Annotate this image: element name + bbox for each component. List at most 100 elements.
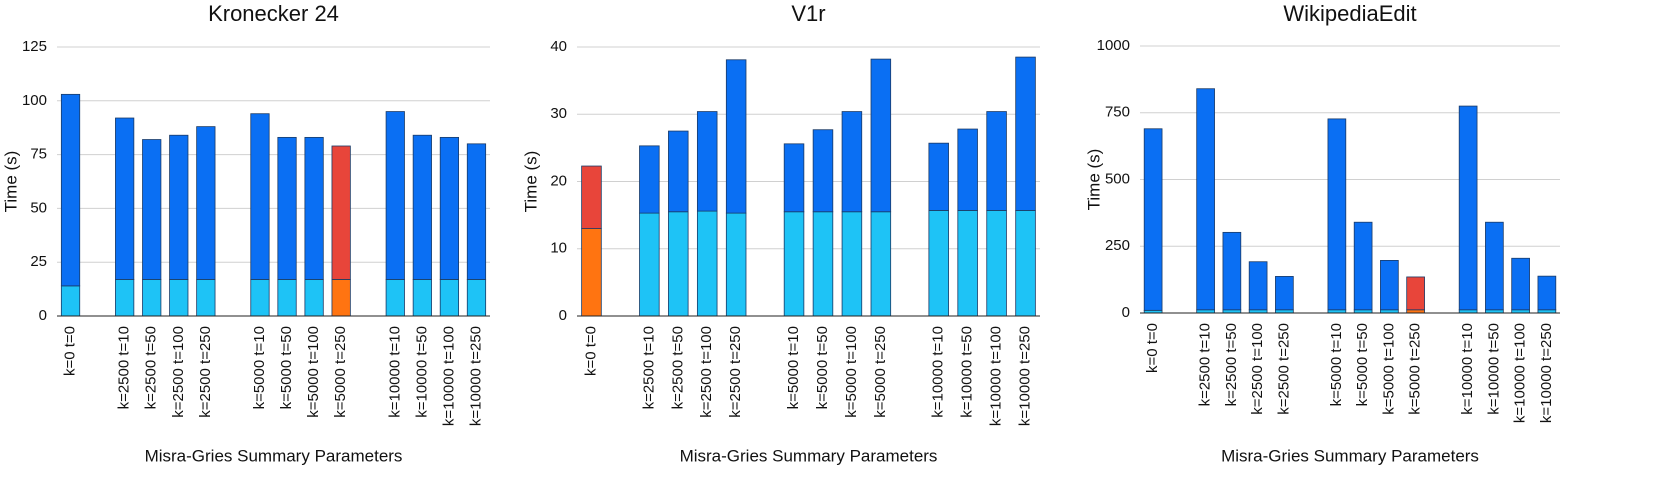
bar-segment [439, 279, 460, 317]
x-tick-label: k=2500 t=50 [669, 326, 686, 409]
x-tick-label: k=2500 t=50 [1223, 323, 1240, 406]
x-tick-label: k=0 t=0 [582, 326, 599, 376]
bar-segment [60, 285, 81, 317]
bar-segment [142, 139, 162, 280]
bar-segment [696, 210, 718, 317]
bar-segment [783, 211, 805, 317]
x-tick-label: k=5000 t=50 [278, 326, 295, 409]
x-axis-label: Misra-Gries Summary Parameters [1221, 446, 1479, 465]
bar-segment [986, 210, 1007, 317]
bar-segment [1353, 221, 1373, 311]
bar-segment [277, 136, 297, 280]
bar-segment [928, 210, 949, 317]
bar-segment [1275, 276, 1294, 311]
bar-segment [870, 58, 892, 213]
y-tick-label: 40 [550, 38, 567, 55]
y-tick-label: 1000 [1097, 37, 1130, 54]
x-tick-label: k=2500 t=250 [727, 326, 744, 418]
bar-segment [385, 111, 405, 280]
y-tick-label: 750 [1105, 104, 1130, 121]
y-tick-label: 0 [559, 307, 567, 324]
bar-segment [331, 279, 351, 317]
x-tick-label: k=5000 t=50 [1354, 323, 1371, 406]
bar-segment [1327, 118, 1347, 311]
y-axis-label: Time (s) [1084, 149, 1103, 211]
bar-segment [142, 279, 162, 317]
bar-segment [668, 130, 689, 213]
bar-segment [304, 136, 324, 280]
x-axis-label: Misra-Gries Summary Parameters [145, 446, 403, 465]
bar-segment [439, 136, 460, 280]
bar-segment [115, 279, 135, 317]
x-axis-label: Misra-Gries Summary Parameters [680, 446, 938, 465]
bar-segment [986, 111, 1007, 211]
x-tick-label: k=2500 t=50 [143, 326, 160, 409]
x-tick-label: k=5000 t=250 [872, 326, 889, 418]
bar-segment [1196, 88, 1215, 311]
x-tick-label: k=10000 t=250 [1017, 326, 1034, 426]
x-tick-label: k=0 t=0 [62, 326, 79, 376]
x-tick-label: k=10000 t=10 [930, 326, 947, 418]
bar-segment [412, 134, 432, 280]
x-tick-label: k=5000 t=250 [332, 326, 349, 418]
x-tick-label: k=5000 t=100 [1380, 323, 1397, 415]
x-tick-label: k=2500 t=250 [197, 326, 214, 418]
x-tick-label: k=0 t=0 [1144, 323, 1161, 373]
chart-title: Kronecker 24 [208, 1, 339, 26]
bar-segment [466, 143, 487, 280]
y-tick-label: 100 [22, 92, 47, 109]
bar-segment [412, 279, 432, 317]
bar-segment [1458, 105, 1478, 311]
x-tick-label: k=5000 t=100 [843, 326, 860, 418]
x-tick-label: k=5000 t=10 [251, 326, 268, 409]
bar-segment [115, 117, 135, 280]
bar-segment [928, 142, 949, 211]
y-axis-label: Time (s) [1, 151, 20, 213]
bar-segment [466, 279, 487, 317]
bar-segment [812, 211, 834, 317]
bar-segment [841, 211, 863, 317]
y-tick-label: 0 [39, 307, 47, 324]
bar-segment [725, 212, 747, 317]
x-tick-label: k=10000 t=100 [440, 326, 457, 426]
bar-segment [581, 165, 602, 229]
chart-title: WikipediaEdit [1283, 1, 1416, 26]
x-tick-label: k=5000 t=250 [1407, 323, 1424, 415]
y-tick-label: 75 [30, 146, 47, 163]
bar-segment [1485, 221, 1504, 311]
bar-segment [1143, 128, 1163, 311]
bar-segment [1380, 260, 1399, 311]
x-tick-label: k=10000 t=10 [1459, 323, 1476, 415]
x-tick-label: k=5000 t=10 [1328, 323, 1345, 406]
x-tick-label: k=2500 t=10 [1197, 323, 1214, 406]
bar-segment [696, 111, 718, 212]
bar-segment [1248, 261, 1268, 311]
x-tick-label: k=2500 t=10 [640, 326, 657, 409]
x-tick-label: k=10000 t=100 [988, 326, 1005, 426]
bar-segment [1015, 210, 1036, 317]
x-tick-label: k=10000 t=100 [1512, 323, 1529, 423]
bar-segment [331, 145, 351, 280]
bar-segment [1537, 275, 1557, 311]
bar-segment [668, 211, 689, 317]
x-tick-label: k=5000 t=100 [305, 326, 322, 418]
x-tick-label: k=5000 t=10 [785, 326, 802, 409]
bar-segment [841, 111, 863, 213]
bar-segment [1406, 276, 1425, 311]
x-tick-label: k=10000 t=10 [386, 326, 403, 418]
y-tick-label: 20 [550, 172, 567, 189]
x-tick-label: k=10000 t=50 [1485, 323, 1502, 415]
bar-segment [725, 59, 747, 214]
y-tick-label: 250 [1105, 237, 1130, 254]
bar-segment [1222, 231, 1242, 311]
bar-segment [639, 145, 660, 214]
bar-segment [812, 129, 834, 213]
y-tick-label: 50 [30, 199, 47, 216]
x-tick-label: k=2500 t=250 [1275, 323, 1292, 415]
x-tick-label: k=2500 t=10 [116, 326, 133, 409]
bar-segment [196, 279, 216, 317]
bar-segment [783, 143, 805, 213]
bar-segment [1511, 257, 1530, 311]
bar-segment [196, 126, 216, 280]
